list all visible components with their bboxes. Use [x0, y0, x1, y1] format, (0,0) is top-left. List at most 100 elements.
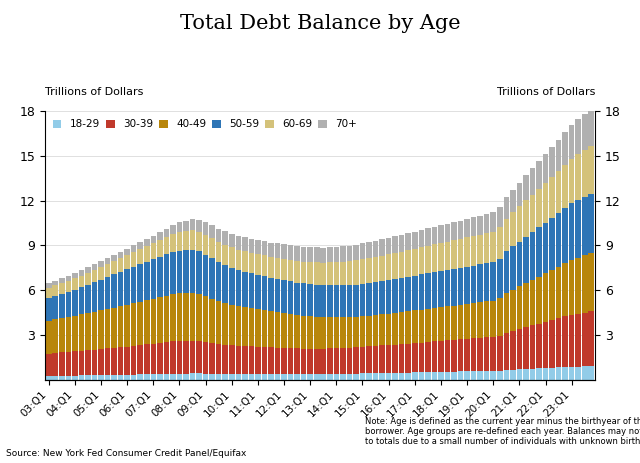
Bar [536, 161, 542, 188]
Bar [399, 278, 404, 312]
Bar [372, 315, 378, 346]
Bar [497, 371, 502, 380]
Bar [523, 283, 529, 327]
Bar [549, 368, 555, 380]
Bar [490, 371, 496, 380]
Bar [543, 368, 548, 380]
Bar [209, 299, 215, 343]
Bar [471, 266, 476, 303]
Bar [85, 375, 91, 380]
Bar [248, 252, 254, 274]
Bar [530, 369, 535, 380]
Bar [209, 238, 215, 258]
Bar [105, 375, 110, 380]
Bar [59, 294, 65, 318]
Bar [281, 259, 287, 280]
Bar [399, 312, 404, 344]
Bar [392, 236, 398, 253]
Bar [504, 293, 509, 332]
Bar [563, 263, 568, 316]
Bar [314, 374, 319, 380]
Bar [523, 175, 529, 200]
Bar [255, 275, 260, 309]
Bar [431, 342, 437, 372]
Bar [177, 293, 182, 341]
Bar [85, 350, 91, 375]
Bar [248, 308, 254, 346]
Bar [177, 232, 182, 251]
Bar [144, 344, 150, 374]
Bar [216, 262, 221, 301]
Bar [458, 305, 463, 339]
Bar [170, 374, 176, 380]
Bar [484, 263, 490, 301]
Bar [490, 232, 496, 262]
Bar [307, 316, 313, 349]
Bar [46, 283, 51, 288]
Bar [138, 242, 143, 249]
Bar [484, 233, 490, 263]
Bar [138, 375, 143, 380]
Text: Trillions of Dollars: Trillions of Dollars [497, 87, 595, 97]
Bar [516, 329, 522, 369]
Bar [59, 352, 65, 376]
Bar [262, 347, 268, 374]
Bar [458, 268, 463, 305]
Bar [79, 288, 84, 314]
Bar [268, 278, 274, 311]
Bar [248, 346, 254, 374]
Bar [79, 375, 84, 380]
Bar [189, 293, 195, 341]
Bar [386, 280, 392, 313]
Bar [275, 257, 280, 279]
Bar [203, 222, 209, 235]
Bar [543, 223, 548, 273]
Bar [510, 213, 516, 246]
Bar [582, 255, 588, 313]
Bar [360, 347, 365, 373]
Bar [98, 349, 104, 375]
Bar [216, 301, 221, 344]
Bar [477, 264, 483, 302]
Bar [353, 261, 359, 285]
Bar [366, 258, 372, 283]
Bar [556, 267, 561, 318]
Bar [229, 305, 234, 345]
Bar [301, 374, 307, 380]
Bar [438, 372, 444, 380]
Bar [425, 228, 431, 246]
Bar [392, 373, 398, 380]
Bar [105, 349, 110, 375]
Bar [575, 200, 581, 257]
Bar [386, 313, 392, 345]
Bar [196, 294, 202, 341]
Bar [85, 285, 91, 313]
Bar [170, 294, 176, 342]
Bar [419, 230, 424, 247]
Bar [575, 313, 581, 367]
Bar [164, 296, 169, 342]
Bar [85, 273, 91, 285]
Bar [451, 372, 457, 380]
Bar [333, 262, 339, 285]
Bar [333, 374, 339, 380]
Bar [386, 238, 392, 254]
Bar [582, 366, 588, 380]
Bar [556, 318, 561, 368]
Bar [255, 240, 260, 254]
Bar [275, 374, 280, 380]
Bar [275, 244, 280, 257]
Bar [477, 216, 483, 235]
Bar [98, 375, 104, 380]
Bar [203, 374, 209, 380]
Bar [150, 259, 156, 299]
Bar [236, 236, 241, 250]
Bar [543, 182, 548, 223]
Bar [438, 243, 444, 271]
Bar [131, 303, 136, 346]
Bar [242, 374, 248, 380]
Bar [138, 249, 143, 264]
Bar [563, 165, 568, 208]
Bar [392, 253, 398, 279]
Bar [510, 190, 516, 213]
